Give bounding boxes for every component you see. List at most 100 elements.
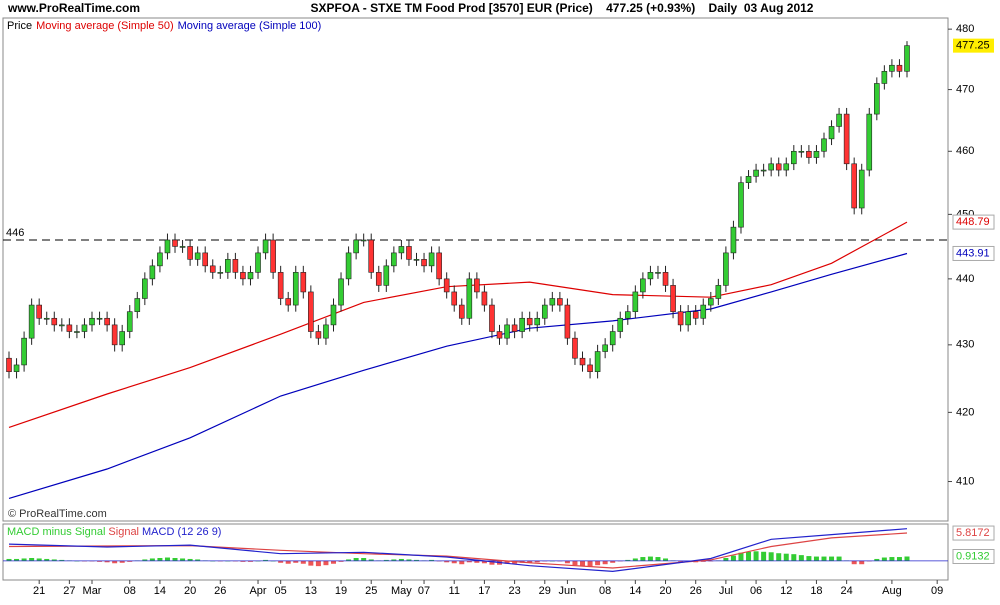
y-tick-label: 480 bbox=[956, 23, 974, 35]
histogram-bar bbox=[247, 560, 253, 562]
candle-body bbox=[798, 150, 805, 153]
candle-body bbox=[760, 169, 767, 172]
x-tick-label: 26 bbox=[690, 585, 702, 597]
candle-body bbox=[187, 246, 193, 260]
histogram-bar bbox=[353, 558, 359, 561]
candle-body bbox=[632, 291, 639, 312]
histogram-bar bbox=[14, 558, 20, 561]
candle-body bbox=[89, 317, 95, 326]
candle-body bbox=[738, 182, 744, 228]
candle-body bbox=[330, 304, 337, 326]
candle-body bbox=[104, 317, 110, 326]
x-tick-label: 11 bbox=[449, 585, 460, 597]
histogram-bar bbox=[481, 560, 487, 564]
candle-body bbox=[149, 265, 156, 280]
histogram-bar bbox=[753, 551, 759, 561]
histogram-bar bbox=[761, 551, 767, 561]
signal-badge bbox=[952, 525, 995, 541]
histogram-bar bbox=[904, 556, 910, 561]
candle-body bbox=[813, 150, 820, 158]
candle-body bbox=[896, 64, 903, 72]
histogram-bar bbox=[383, 559, 389, 561]
histogram-bar bbox=[278, 560, 284, 563]
candle-body bbox=[142, 278, 148, 299]
histogram-bar bbox=[285, 560, 291, 564]
candle-body bbox=[594, 351, 601, 372]
reference-label: 446 bbox=[6, 227, 24, 239]
candle-body bbox=[179, 246, 186, 248]
histogram-bar bbox=[859, 560, 865, 565]
histogram-bar bbox=[195, 559, 201, 561]
signal-value-label: 5.8172 bbox=[956, 527, 990, 539]
legend-entry: MACD (12 26 9) bbox=[142, 526, 221, 538]
histogram-bar bbox=[391, 559, 397, 561]
candle-body bbox=[828, 126, 835, 140]
histogram-bar bbox=[398, 558, 404, 561]
histogram-bar bbox=[723, 558, 729, 561]
candle-body bbox=[753, 169, 759, 177]
candle-body bbox=[858, 169, 865, 209]
histogram-bar bbox=[655, 557, 661, 561]
candle-body bbox=[775, 163, 782, 171]
candle-body bbox=[428, 252, 435, 267]
candle-body bbox=[240, 272, 246, 280]
candle-body bbox=[511, 324, 518, 332]
candle-body bbox=[164, 239, 171, 254]
candle-body bbox=[843, 113, 850, 165]
histogram-bar bbox=[678, 560, 684, 562]
candle-body bbox=[474, 278, 480, 293]
histogram-bar bbox=[851, 560, 857, 565]
candle-body bbox=[866, 113, 873, 171]
candle-body bbox=[74, 331, 80, 333]
x-tick-label: 17 bbox=[478, 585, 490, 597]
histogram-bar bbox=[572, 560, 578, 566]
x-tick-label: 07 bbox=[418, 585, 430, 597]
histogram-bar bbox=[308, 560, 314, 566]
legend-entry: Moving average (Simple 100) bbox=[178, 20, 322, 32]
candle-body bbox=[466, 278, 473, 319]
x-tick-label: 12 bbox=[780, 585, 792, 597]
candle-body bbox=[126, 311, 133, 332]
ma-badge bbox=[952, 214, 995, 230]
x-tick-label: May bbox=[391, 585, 412, 597]
histogram-bar bbox=[444, 560, 450, 563]
candle-body bbox=[647, 272, 654, 280]
candle-body bbox=[662, 272, 669, 286]
histogram-bar bbox=[632, 558, 638, 561]
candle-body bbox=[692, 311, 699, 319]
candle-body bbox=[134, 298, 141, 312]
x-tick-label: Aug bbox=[882, 585, 902, 597]
histogram-bar bbox=[791, 554, 797, 561]
histogram-bar bbox=[164, 557, 170, 561]
candle-body bbox=[119, 331, 125, 346]
histogram-bar bbox=[640, 557, 646, 561]
x-tick-label: 27 bbox=[63, 585, 75, 597]
histogram-bar bbox=[21, 558, 27, 561]
candle-body bbox=[791, 150, 797, 165]
histogram-bar bbox=[806, 556, 812, 561]
macd-panel bbox=[2, 523, 949, 581]
histogram-bar bbox=[406, 559, 412, 561]
candle-body bbox=[836, 113, 842, 127]
candle-body bbox=[745, 176, 752, 183]
histogram-bar bbox=[142, 559, 148, 561]
histogram-bar bbox=[429, 559, 435, 561]
legend-label: Price bbox=[7, 20, 32, 32]
candle-body bbox=[292, 272, 299, 306]
candle-body bbox=[66, 324, 73, 332]
x-tick-label: 29 bbox=[539, 585, 551, 597]
candle-body bbox=[360, 239, 367, 242]
candle-body bbox=[715, 285, 722, 299]
x-tick-label: 14 bbox=[154, 585, 166, 597]
y-tick-label: 460 bbox=[956, 145, 974, 157]
x-tick-label: 20 bbox=[184, 585, 196, 597]
candle-body bbox=[81, 324, 88, 332]
candle-body bbox=[157, 252, 163, 267]
y-tick-label: 410 bbox=[956, 475, 974, 487]
histogram-bar bbox=[738, 552, 744, 561]
histogram-bar bbox=[187, 558, 193, 561]
site-name: www.ProRealTime.com bbox=[7, 1, 140, 15]
candle-body bbox=[413, 259, 420, 261]
candle-body bbox=[315, 331, 322, 339]
moving-average-line bbox=[8, 252, 908, 499]
